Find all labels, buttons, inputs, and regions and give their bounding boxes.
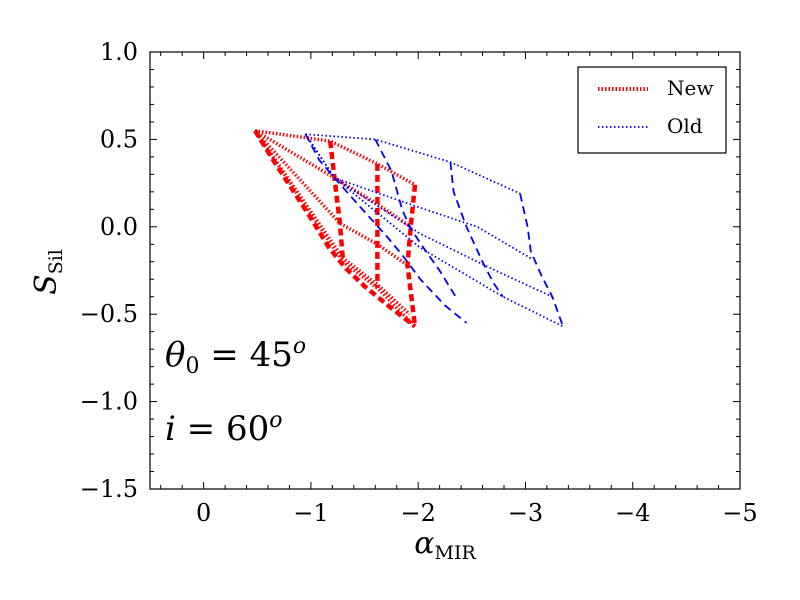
series-old-dotted-10 xyxy=(304,133,532,260)
x-tick-label: −2 xyxy=(400,499,435,527)
series-new-dotted-0 xyxy=(254,128,416,187)
x-tick-label: 0 xyxy=(196,499,211,527)
plot-frame xyxy=(149,51,741,490)
series-old-dashed-15 xyxy=(449,162,504,298)
annotation-inclination: i = 60o xyxy=(165,408,283,449)
x-tick-label: −3 xyxy=(508,499,543,527)
series-layer xyxy=(253,128,564,329)
series-new-dashed-8 xyxy=(405,184,418,327)
legend-label-old: Old xyxy=(667,114,703,138)
legend-label-new: New xyxy=(667,76,713,100)
x-axis-title: αMIR xyxy=(414,526,476,564)
annotation-theta: θ0 = 45o xyxy=(165,334,306,379)
y-tick-label: −1.0 xyxy=(80,388,138,416)
y-tick-label: −0.5 xyxy=(80,300,138,328)
y-axis-title: SSil xyxy=(29,249,67,295)
series-old-dotted-12 xyxy=(304,133,564,328)
series-new-dotted-4 xyxy=(253,129,417,328)
y-tick-label: −1.5 xyxy=(80,475,138,503)
series-new-dotted-2 xyxy=(253,129,409,267)
series-old-dashed-13 xyxy=(304,133,468,324)
ticks-layer xyxy=(150,51,741,490)
legend-box xyxy=(577,66,727,154)
x-tick-label: −4 xyxy=(615,499,650,527)
series-old-dotted-11 xyxy=(304,133,553,298)
series-new-dashed-5 xyxy=(253,129,417,329)
legend: New Old xyxy=(577,66,727,154)
series-old-dashed-14 xyxy=(374,138,457,298)
y-tick-label: 0.5 xyxy=(100,125,138,153)
series-old-dashed-16 xyxy=(519,193,564,327)
series-new-dashed-6 xyxy=(327,140,346,262)
tick-labels-layer: 0 −1 −2 −3 −4 −5 1.0 0.5 0.0 −0.5 −1.0 −1.5 xyxy=(80,38,758,527)
y-tick-label: 1.0 xyxy=(100,38,138,66)
x-tick-label: −5 xyxy=(722,499,757,527)
y-tick-label: 0.0 xyxy=(100,213,138,241)
series-new-dotted-1 xyxy=(254,129,412,229)
x-tick-label: −1 xyxy=(293,499,328,527)
series-old-dotted-9 xyxy=(305,133,521,195)
